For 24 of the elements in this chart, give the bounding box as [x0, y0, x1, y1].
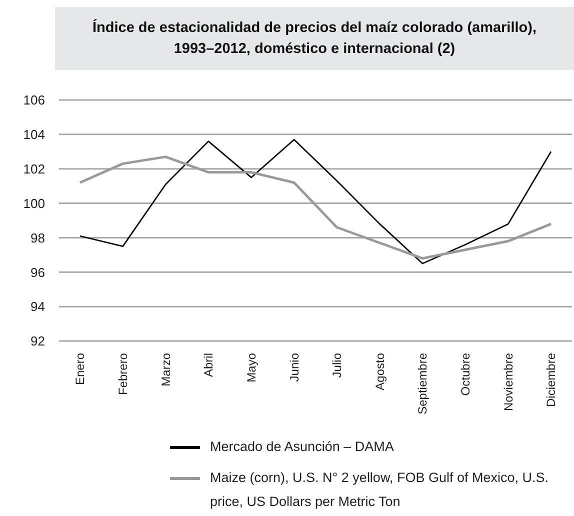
- y-tick-label: 104: [23, 127, 45, 142]
- x-tick-label: Diciembre: [544, 352, 558, 408]
- y-tick-label: 106: [23, 92, 45, 108]
- x-tick-label: Julio: [330, 352, 344, 378]
- x-tick-label: Octubre: [458, 352, 473, 396]
- y-tick-label: 92: [30, 334, 45, 349]
- x-tick-label: Enero: [73, 352, 88, 386]
- y-tick-label: 94: [30, 299, 45, 314]
- x-tick-label: Mayo: [244, 352, 258, 382]
- x-tick-label: Abril: [202, 353, 216, 378]
- x-tick-label: Marzo: [158, 352, 173, 386]
- x-tick-label: Septiembre: [416, 352, 430, 414]
- x-tick-label: Agosto: [372, 352, 387, 390]
- x-tick-label: Noviembre: [501, 352, 516, 412]
- legend-label: Maize (corn), U.S. N° 2 yellow, FOB Gulf of Mexico, U.S. price, US Dollars per Metric Ton: [210, 470, 548, 509]
- chart-title: Índice de estacionalidad de precios del maíz colorado (amarillo), 1993–2012, doméstico e internacional (2): [92, 18, 538, 58]
- y-tick-label: 96: [30, 264, 45, 280]
- x-tick-label: Febrero: [116, 352, 130, 396]
- y-tick-label: 98: [30, 230, 45, 246]
- legend-label: Mercado de Asunción – DAMA: [210, 439, 394, 454]
- y-tick-label: 102: [23, 161, 45, 176]
- line-series: [79, 138, 552, 264]
- x-tick-label: Junio: [287, 352, 302, 382]
- y-tick-label: 100: [23, 196, 45, 211]
